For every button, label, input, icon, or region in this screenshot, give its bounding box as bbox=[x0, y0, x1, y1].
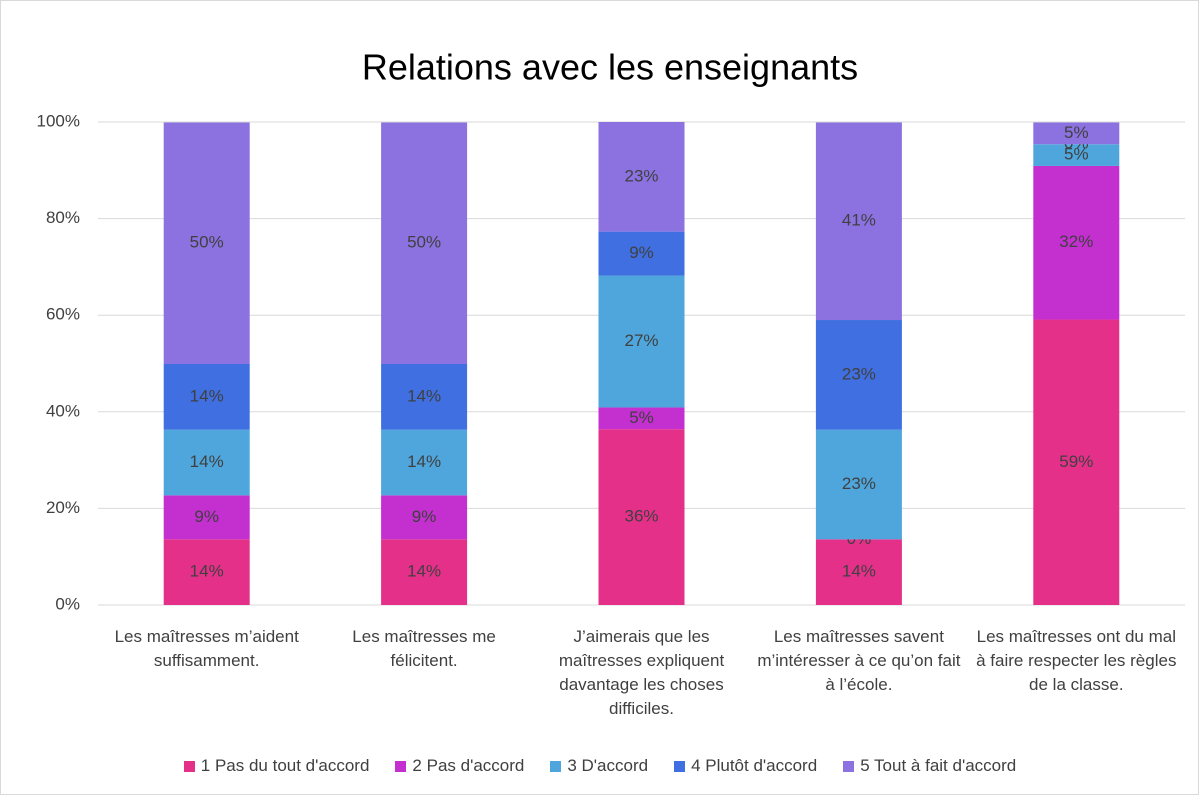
bar-segment bbox=[598, 429, 685, 605]
bar-segment bbox=[1033, 165, 1120, 320]
legend-swatch bbox=[843, 760, 855, 772]
bar-segment bbox=[815, 429, 902, 540]
bar-segment bbox=[163, 539, 250, 605]
data-label: 27% bbox=[624, 331, 658, 350]
data-label: 5% bbox=[629, 408, 654, 427]
bar-segment bbox=[1033, 144, 1120, 166]
legend-swatch bbox=[183, 760, 195, 772]
x-tick-label: Les maîtresses savent m’intéresser à ce … bbox=[757, 627, 961, 694]
bar-segment bbox=[598, 407, 685, 430]
data-label: 14% bbox=[407, 562, 441, 581]
legend-item: 4 Plutôt d'accord bbox=[674, 756, 817, 776]
data-label: 5% bbox=[1064, 123, 1089, 142]
data-label: 36% bbox=[624, 507, 658, 526]
y-tick-label: 40% bbox=[46, 401, 80, 420]
data-label: 14% bbox=[407, 386, 441, 405]
legend-label: 4 Plutôt d'accord bbox=[691, 756, 818, 775]
y-tick-label: 20% bbox=[46, 498, 80, 517]
legend-item: 3 D'accord bbox=[550, 756, 648, 776]
data-label: 32% bbox=[1059, 232, 1093, 251]
legend-item: 5 Tout à fait d'accord bbox=[843, 756, 1016, 776]
data-label: 50% bbox=[407, 233, 441, 252]
data-label: 9% bbox=[194, 507, 219, 526]
x-tick-label: Les maîtresses m’aident suffisamment. bbox=[114, 627, 299, 670]
bar-segment bbox=[815, 320, 902, 430]
data-label: 23% bbox=[842, 364, 876, 383]
data-label: 41% bbox=[842, 211, 876, 230]
chart-title: Relations avec les enseignants bbox=[362, 47, 858, 88]
y-tick-label: 80% bbox=[46, 208, 80, 227]
bar-segment bbox=[815, 539, 902, 605]
legend-swatch bbox=[674, 760, 686, 772]
data-label: 9% bbox=[412, 507, 437, 526]
legend-label: 1 Pas du tout d'accord bbox=[200, 756, 370, 775]
legend-swatch bbox=[395, 760, 407, 772]
bar-segment bbox=[381, 363, 468, 430]
x-tick-label: Les maîtresses ont du mal à faire respec… bbox=[976, 627, 1177, 694]
bar-segment bbox=[598, 231, 685, 276]
legend-item: 2 Pas d'accord bbox=[395, 756, 524, 776]
bar-segment bbox=[381, 429, 468, 496]
bar-segment bbox=[815, 122, 902, 321]
y-tick-label: 0% bbox=[55, 594, 80, 613]
bar-segment bbox=[381, 539, 468, 605]
x-tick-label: Les maîtresses me félicitent. bbox=[352, 627, 496, 670]
bar-segment bbox=[598, 122, 685, 232]
data-label: 14% bbox=[190, 386, 224, 405]
legend-label: 3 D'accord bbox=[567, 756, 649, 775]
data-label: 50% bbox=[190, 233, 224, 252]
legend-swatch bbox=[550, 760, 562, 772]
x-tick-label: J’aimerais que les maîtresses expliquent… bbox=[558, 627, 725, 718]
y-tick-label: 60% bbox=[46, 305, 80, 324]
bar-segment bbox=[163, 122, 250, 364]
data-label: 14% bbox=[407, 452, 441, 471]
bar-segment bbox=[163, 495, 250, 540]
bar-segment bbox=[1033, 122, 1120, 145]
bar-segment bbox=[598, 275, 685, 408]
legend: 1 Pas du tout d'accord 2 Pas d'accord 3 D'… bbox=[0, 756, 1200, 776]
data-label: 9% bbox=[629, 243, 654, 262]
data-label: 14% bbox=[190, 562, 224, 581]
bar-segment bbox=[381, 122, 468, 364]
legend-label: 5 Tout à fait d'accord bbox=[860, 756, 1017, 775]
legend-item: 1 Pas du tout d'accord bbox=[183, 756, 370, 776]
data-label: 59% bbox=[1059, 452, 1093, 471]
data-label: 14% bbox=[190, 452, 224, 471]
legend-label: 2 Pas d'accord bbox=[412, 756, 525, 775]
data-label: 14% bbox=[842, 562, 876, 581]
y-tick-label: 100% bbox=[37, 111, 80, 130]
data-label: 5% bbox=[1064, 145, 1089, 164]
data-label: 23% bbox=[624, 166, 658, 185]
bar-segment bbox=[163, 363, 250, 430]
bar-segment bbox=[381, 495, 468, 540]
bar-segment bbox=[1033, 319, 1120, 605]
data-label: 23% bbox=[842, 474, 876, 493]
bar-segment bbox=[163, 429, 250, 496]
